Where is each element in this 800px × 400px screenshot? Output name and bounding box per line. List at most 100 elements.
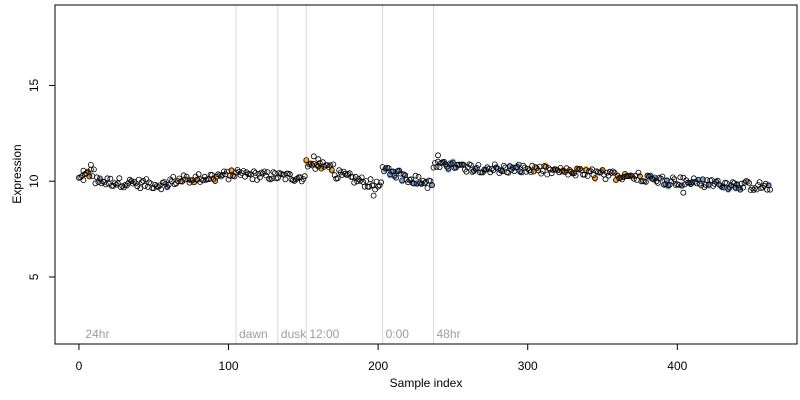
data-point — [646, 173, 652, 180]
data-point — [475, 161, 482, 168]
data-point — [467, 162, 474, 169]
y-axis: 5 10 15 — [27, 78, 56, 280]
data-point — [216, 172, 223, 179]
data-point — [182, 176, 189, 183]
data-point — [367, 176, 374, 183]
data-point — [227, 172, 233, 179]
data-point — [180, 172, 187, 179]
reference-line-label: dusk — [281, 327, 307, 341]
data-point — [140, 177, 147, 184]
data-point — [310, 153, 317, 160]
data-point — [756, 179, 763, 186]
data-point — [300, 176, 307, 182]
data-point — [635, 169, 642, 176]
data-point — [331, 172, 338, 179]
data-point — [686, 179, 693, 186]
data-point — [448, 161, 455, 168]
data-point — [141, 182, 148, 189]
data-point — [375, 183, 382, 190]
data-point — [417, 179, 423, 186]
data-point — [414, 180, 420, 187]
data-point — [357, 177, 364, 184]
data-point — [370, 192, 377, 199]
data-point — [559, 168, 565, 175]
data-point — [185, 176, 192, 183]
data-point — [608, 169, 615, 176]
data-point — [563, 165, 570, 172]
data-point — [286, 171, 293, 178]
data-point — [729, 179, 736, 186]
data-point — [316, 160, 323, 166]
data-point — [170, 173, 177, 180]
data-point — [171, 181, 178, 188]
data-point — [408, 176, 414, 183]
data-point — [443, 163, 450, 170]
data-point — [183, 173, 190, 180]
data-point — [675, 181, 682, 188]
data-point — [696, 180, 703, 187]
data-point — [497, 167, 504, 174]
data-point — [399, 177, 406, 184]
data-point — [536, 163, 543, 170]
data-point — [659, 173, 666, 180]
data-point — [755, 182, 761, 188]
data-point — [334, 175, 341, 182]
data-point — [301, 173, 308, 180]
data-point — [307, 160, 314, 167]
data-point — [508, 166, 515, 173]
data-point — [566, 166, 573, 173]
data-point — [132, 180, 139, 187]
data-point — [529, 162, 536, 169]
y-tick-label: 10 — [27, 174, 41, 188]
data-point — [221, 168, 227, 175]
data-point — [318, 165, 325, 172]
data-point — [518, 169, 525, 176]
data-point — [433, 163, 440, 170]
data-point — [324, 162, 331, 169]
data-point — [421, 180, 428, 187]
data-point — [577, 165, 583, 172]
data-point — [138, 179, 145, 186]
data-point — [268, 175, 275, 182]
data-point — [165, 181, 172, 188]
data-point — [252, 170, 259, 176]
data-point — [762, 180, 769, 187]
data-point — [92, 180, 99, 187]
data-point — [671, 176, 678, 183]
data-point — [249, 176, 256, 183]
data-point — [158, 186, 165, 193]
data-point — [738, 180, 745, 187]
data-point — [725, 185, 732, 192]
data-point — [143, 176, 150, 183]
data-point — [117, 184, 124, 191]
data-point — [134, 183, 141, 190]
data-point — [590, 172, 597, 179]
data-point — [256, 174, 263, 181]
reference-line-label: 0:00 — [386, 327, 410, 341]
x-axis: 0 100 200 300 400 — [76, 343, 688, 373]
data-point — [310, 160, 317, 167]
data-points — [76, 152, 773, 199]
data-point — [535, 167, 542, 174]
data-point — [523, 168, 530, 175]
data-point — [346, 170, 353, 177]
data-point — [620, 173, 627, 180]
data-point — [653, 178, 660, 185]
data-point — [423, 178, 429, 185]
data-point — [680, 189, 687, 196]
data-point — [643, 178, 649, 185]
data-point — [592, 175, 598, 181]
data-point — [436, 164, 443, 171]
data-point — [432, 160, 438, 166]
data-point — [373, 178, 380, 185]
data-point — [695, 177, 702, 183]
data-point — [424, 185, 431, 192]
data-point — [429, 182, 435, 189]
data-point — [610, 168, 616, 175]
data-point — [251, 168, 257, 175]
data-point — [137, 185, 144, 192]
data-point — [116, 175, 123, 182]
data-point — [445, 165, 452, 172]
data-point — [204, 176, 211, 183]
